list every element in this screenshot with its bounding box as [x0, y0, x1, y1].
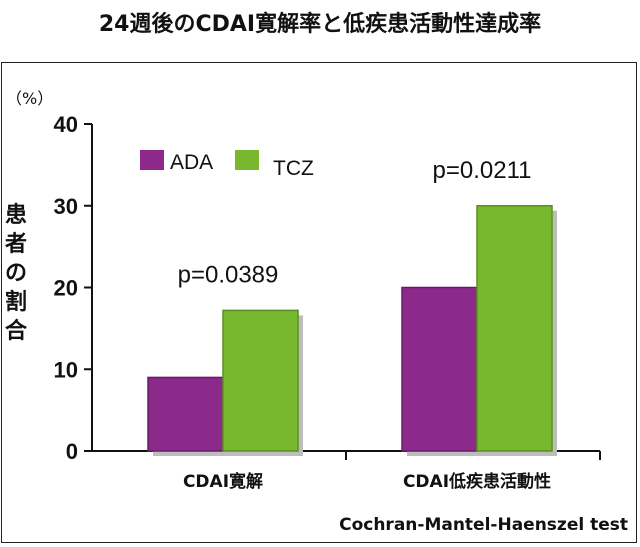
x-tick-label: CDAI低疾患活動性 [403, 471, 551, 492]
x-tick-label: CDAI寛解 [183, 471, 263, 492]
y-tick-label: 10 [54, 357, 78, 382]
y-tick-label: 30 [54, 194, 78, 219]
y-tick-label: 0 [66, 439, 78, 464]
legend-label-ada: ADA [170, 151, 213, 174]
legend-swatch-ada [140, 150, 164, 170]
chart-frame [1, 62, 637, 543]
bars [147, 205, 557, 456]
bar-ada [147, 376, 224, 452]
legend-label-tcz: TCZ [273, 157, 314, 180]
bar-ada [401, 286, 478, 452]
y-tick-label: 40 [54, 112, 78, 137]
p-value-annotation: p=0.0211 [433, 157, 532, 184]
bar-tcz [476, 205, 553, 452]
bar-tcz [222, 309, 299, 452]
p-value-annotation: p=0.0389 [178, 261, 279, 288]
chart-title: 24週後のCDAI寛解率と低疾患活動性達成率 [98, 12, 542, 37]
footnote: Cochran-Mantel-Haenszel test [339, 515, 628, 535]
y-unit-label: （%） [6, 89, 53, 108]
y-tick-label: 20 [54, 276, 78, 301]
y-axis-label: 患者の割合 [4, 202, 28, 344]
legend-swatch-tcz [235, 150, 259, 170]
labels: 0 10 20 30 40 CDAI寛解 p=0.0389 CDAI低疾患活動性 p=0.021… [4, 89, 628, 535]
